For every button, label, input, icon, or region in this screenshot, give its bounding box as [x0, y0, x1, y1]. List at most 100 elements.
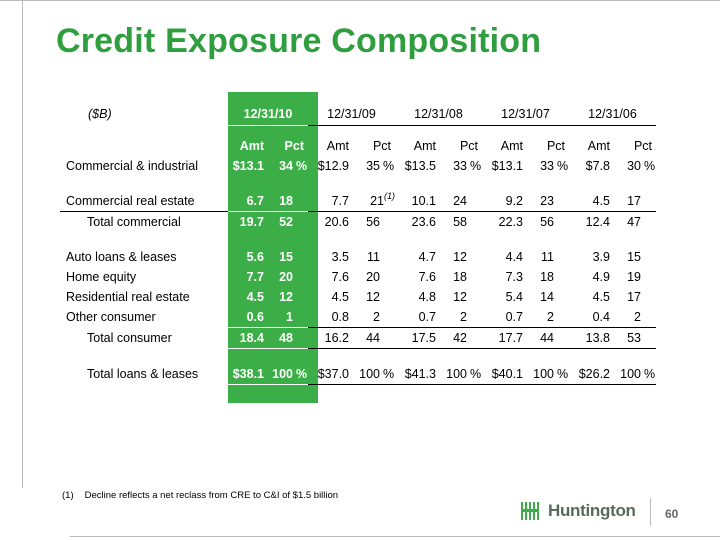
- pct-cell: 56: [353, 211, 395, 232]
- table-row: Auto loans & leases 5.6 15 3.5 11 4.7 12 4.4 11 3…: [60, 247, 656, 267]
- cell-value: 100: [533, 367, 554, 381]
- amt-cell: 0.4: [569, 307, 614, 328]
- pct-cell: 12: [440, 247, 482, 267]
- amt-cell: $13.5: [395, 156, 440, 176]
- pct-cell: 18: [527, 267, 569, 287]
- cell-value: 56: [366, 215, 380, 229]
- amt-cell: $7.8: [569, 156, 614, 176]
- page-title: Credit Exposure Composition: [56, 22, 542, 60]
- amt-cell: 4.9: [569, 267, 614, 287]
- unit-label: ($B): [88, 107, 112, 122]
- cell-value: 15: [279, 250, 293, 264]
- pct-cell: 17: [614, 287, 656, 307]
- cell-value: 5.4: [505, 290, 523, 304]
- table-row: Commercial real estate 6.7 18 7.7 21(1) 10.1 2…: [60, 191, 656, 212]
- cell-value: 6.7: [246, 194, 264, 208]
- amt-cell: 6.7: [228, 191, 268, 212]
- percent-sign: %: [383, 159, 395, 173]
- amt-cell: 4.8: [395, 287, 440, 307]
- cell-value: 0.7: [505, 310, 523, 324]
- amt-cell: 0.8: [308, 307, 353, 328]
- cell-value: $38.1: [232, 367, 264, 381]
- pct-cell: 18: [268, 191, 308, 212]
- cell-value: 100: [272, 367, 293, 381]
- cell-value: 7.3: [505, 270, 523, 284]
- amt-cell: 0.6: [228, 307, 268, 328]
- percent-sign: %: [557, 159, 569, 173]
- cell-value: 42: [453, 331, 467, 345]
- amt-header: Amt: [500, 139, 523, 153]
- pct-cell: 17: [614, 191, 656, 212]
- amt-cell: 4.5: [569, 287, 614, 307]
- pct-header: Pct: [372, 139, 391, 153]
- table-row: Residential real estate 4.5 12 4.5 12 4.8 12 5.…: [60, 287, 656, 307]
- cell-value: 0.8: [331, 310, 349, 324]
- amt-cell: 0.7: [482, 307, 527, 328]
- cell-value: 0.4: [592, 310, 610, 324]
- amt-cell: 7.6: [308, 267, 353, 287]
- cell-value: 18: [540, 270, 554, 284]
- row-label: Total commercial: [60, 211, 228, 232]
- cell-value: 4.5: [246, 290, 264, 304]
- period-header: 12/31/09: [308, 103, 395, 126]
- amt-cell: 22.3: [482, 211, 527, 232]
- amt-header: Amt: [413, 139, 436, 153]
- pct-header: Pct: [459, 139, 478, 153]
- cell-value: 7.7: [246, 270, 264, 284]
- amt-cell: 17.5: [395, 327, 440, 349]
- pct-cell: 56: [527, 211, 569, 232]
- table-row: Home equity 7.7 20 7.6 20 7.6 18 7.3 18 4.9 19: [60, 267, 656, 287]
- cell-value: 17.5: [411, 331, 436, 345]
- pct-cell: 2: [440, 307, 482, 328]
- period-header: 12/31/10: [228, 103, 308, 126]
- cell-value: $40.1: [491, 367, 523, 381]
- pct-cell: 21(1): [353, 191, 395, 212]
- cell-value: 33: [540, 159, 554, 173]
- pct-cell: 100%: [614, 364, 656, 385]
- table-row: Total commercial 19.7 52 20.6 56 23.6 58 22.3 56…: [60, 211, 656, 232]
- cell-value: 12: [366, 290, 380, 304]
- cell-value: 12: [453, 250, 467, 264]
- amt-cell: 19.7: [228, 211, 268, 232]
- pct-header: Pct: [284, 139, 304, 153]
- pct-cell: 11: [353, 247, 395, 267]
- amt-cell: $38.1: [228, 364, 268, 385]
- cell-value: 20: [279, 270, 293, 284]
- logo-text: Huntington: [548, 501, 636, 520]
- cell-value: 44: [540, 331, 554, 345]
- amt-cell: $12.9: [308, 156, 353, 176]
- footnote: (1) Decline reflects a net reclass from …: [62, 490, 338, 501]
- cell-value: 4.4: [505, 250, 523, 264]
- cell-value: 10.1: [411, 194, 436, 208]
- amt-cell: 5.4: [482, 287, 527, 307]
- credit-exposure-table: ($B) 12/31/10 12/31/09 12/31/08 12/31/07…: [60, 103, 656, 385]
- cell-value: 17: [627, 194, 641, 208]
- pct-cell: 53: [614, 327, 656, 349]
- amt-cell: $26.2: [569, 364, 614, 385]
- cell-value: 14: [540, 290, 554, 304]
- amt-cell: $13.1: [228, 156, 268, 176]
- amt-cell: 3.5: [308, 247, 353, 267]
- cell-value: 12: [453, 290, 467, 304]
- amt-cell: 4.4: [482, 247, 527, 267]
- amt-cell: 7.6: [395, 267, 440, 287]
- percent-sign: %: [296, 367, 308, 381]
- pct-cell: 23: [527, 191, 569, 212]
- table-row: Total loans & leases $38.1 100% $37.0 100% $4…: [60, 364, 656, 385]
- pct-header: Pct: [633, 139, 652, 153]
- cell-value: 0.7: [418, 310, 436, 324]
- amt-cell: 12.4: [569, 211, 614, 232]
- percent-sign: %: [383, 367, 395, 381]
- cell-value: $7.8: [585, 159, 610, 173]
- row-label: Total consumer: [87, 331, 172, 345]
- row-label: Home equity: [66, 270, 137, 284]
- table-row: Commercial & industrial $13.1 34% $12.9 35% $…: [60, 156, 656, 176]
- percent-sign: %: [644, 367, 656, 381]
- amt-cell: 9.2: [482, 191, 527, 212]
- cell-value: 15: [627, 250, 641, 264]
- cell-value: 52: [279, 215, 293, 229]
- cell-value: 23: [540, 194, 554, 208]
- cell-value: 48: [279, 331, 293, 345]
- cell-value: 5.6: [246, 250, 264, 264]
- pct-cell: 19: [614, 267, 656, 287]
